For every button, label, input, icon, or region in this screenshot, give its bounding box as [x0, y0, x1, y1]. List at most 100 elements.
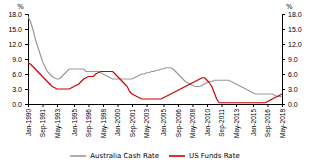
- x-tick-label: Jan-2010: [204, 109, 211, 136]
- y-tick: 6.0: [12, 71, 28, 78]
- series-line: [28, 63, 282, 103]
- y-axis: 0.0 3.0 6.0 9.0 12.0 15.0 18.0: [8, 11, 28, 108]
- x-tick-mark: [43, 104, 44, 107]
- x-tick-label: Sep-1991: [39, 109, 47, 138]
- y2-tick: 0.0: [282, 101, 298, 108]
- x-tick: May-2018: [279, 104, 287, 138]
- x-tick-mark: [57, 104, 58, 107]
- x-tick-label: Jan-1990: [25, 109, 32, 136]
- y-tick-label: 0.0: [12, 101, 22, 108]
- x-tick-label: Jan-2000: [114, 109, 121, 136]
- x-tick-mark: [267, 104, 268, 107]
- y2-tick: 9.0: [282, 56, 298, 63]
- x-tick-mark: [118, 104, 119, 107]
- y2-tick-label: 3.0: [288, 86, 298, 93]
- y-tick-label: 6.0: [12, 71, 22, 78]
- y-tick: 0.0: [12, 101, 28, 108]
- chart: Jan-1990 Sep-1991 May-1993 Jan-1995 Sep-1996…: [0, 0, 310, 162]
- x-tick-label: Jan-2015: [250, 109, 257, 136]
- y2-tick: 3.0: [282, 86, 298, 93]
- y2-axis: 0.03.06.09.012.015.018.0: [282, 11, 302, 108]
- y-tick-mark: [25, 74, 28, 75]
- y2-tick: 12.0: [282, 41, 302, 48]
- y-tick-label: 3.0: [12, 86, 22, 93]
- legend-item: Australia Cash Rate: [70, 152, 159, 160]
- x-tick: Jan-2010: [204, 104, 211, 136]
- x-tick-mark: [253, 104, 254, 107]
- x-axis: Jan-1990 Sep-1991 May-1993 Jan-1995 Sep-1996…: [25, 104, 287, 138]
- legend: Australia Cash Rate US Funds Rate: [70, 152, 239, 160]
- legend-item: US Funds Rate: [169, 152, 240, 160]
- x-tick-label: May-2013: [233, 109, 241, 138]
- y-tick-label: 12.0: [8, 41, 22, 48]
- y2-axis-line: [283, 15, 286, 105]
- x-tick: Jan-2000: [114, 104, 121, 136]
- x-tick-label: May-1998: [100, 109, 108, 138]
- y-tick: 15.0: [8, 26, 28, 33]
- y-tick-mark: [25, 89, 28, 90]
- x-tick-mark: [88, 104, 89, 107]
- y-tick: 9.0: [12, 56, 28, 63]
- legend-swatch: [70, 155, 86, 157]
- x-tick-label: Jan-1995: [71, 109, 78, 136]
- x-tick: May-2008: [189, 104, 197, 138]
- x-tick-mark: [74, 104, 75, 107]
- y-tick-mark: [25, 44, 28, 45]
- plot: Jan-1990 Sep-1991 May-1993 Jan-1995 Sep-1996…: [8, 3, 301, 138]
- y2-tick-mark: [282, 59, 285, 60]
- x-tick: Jan-1990: [25, 104, 32, 136]
- x-tick-label: Sep-1996: [85, 109, 93, 138]
- y-tick-label: 15.0: [8, 26, 22, 33]
- x-tick-mark: [163, 104, 164, 107]
- x-tick: May-2003: [143, 104, 151, 138]
- y2-tick-mark: [282, 14, 285, 15]
- x-tick: Sep-2001: [129, 104, 137, 137]
- y-axis-label: %: [17, 3, 24, 11]
- y2-tick-label: 18.0: [288, 11, 302, 18]
- x-tick-mark: [192, 104, 193, 107]
- x-tick: Jan-2005: [160, 104, 167, 136]
- x-tick-mark: [236, 104, 237, 107]
- x-tick: Sep-2016: [264, 104, 272, 137]
- x-tick-label: Jan-2005: [160, 109, 167, 136]
- y2-tick-label: 9.0: [288, 56, 298, 63]
- x-tick-label: Sep-2011: [218, 109, 226, 137]
- x-tick-mark: [222, 104, 223, 107]
- y-tick-mark: [25, 14, 28, 15]
- y2-tick: 18.0: [282, 11, 302, 18]
- y-tick-label: 18.0: [8, 11, 22, 18]
- x-tick: Sep-1991: [39, 104, 47, 137]
- x-tick: May-1993: [54, 104, 62, 138]
- y2-tick-label: 12.0: [288, 41, 302, 48]
- y2-tick-mark: [282, 74, 285, 75]
- y2-tick-mark: [282, 44, 285, 45]
- y-tick-mark: [25, 104, 28, 105]
- y2-tick-mark: [282, 89, 285, 90]
- x-tick-label: Sep-2006: [175, 109, 183, 138]
- y-axis-line: [25, 15, 29, 105]
- x-tick: Sep-2006: [175, 104, 183, 137]
- y2-axis-label: %: [286, 3, 293, 11]
- x-tick-label: May-2008: [189, 109, 197, 138]
- x-tick-mark: [103, 104, 104, 107]
- x-tick-label: May-2018: [279, 109, 287, 138]
- series-line: [28, 17, 282, 97]
- x-tick: Jan-2015: [250, 104, 257, 136]
- y-tick: 3.0: [12, 86, 28, 93]
- y2-tick: 15.0: [282, 26, 302, 33]
- x-tick: May-1998: [100, 104, 108, 138]
- x-tick-mark: [178, 104, 179, 107]
- y-tick: 18.0: [8, 11, 28, 18]
- legend-label: Australia Cash Rate: [90, 152, 159, 160]
- legend-label: US Funds Rate: [189, 152, 240, 160]
- x-tick-label: Sep-2016: [264, 109, 272, 138]
- y2-tick-mark: [282, 29, 285, 30]
- y2-tick-label: 0.0: [288, 101, 298, 108]
- x-tick-mark: [132, 104, 133, 107]
- y-tick-mark: [25, 59, 28, 60]
- legend-swatch: [169, 155, 185, 157]
- lines: [28, 17, 282, 103]
- x-tick-mark: [147, 104, 148, 107]
- x-tick-label: May-2003: [143, 109, 151, 138]
- x-tick-mark: [207, 104, 208, 107]
